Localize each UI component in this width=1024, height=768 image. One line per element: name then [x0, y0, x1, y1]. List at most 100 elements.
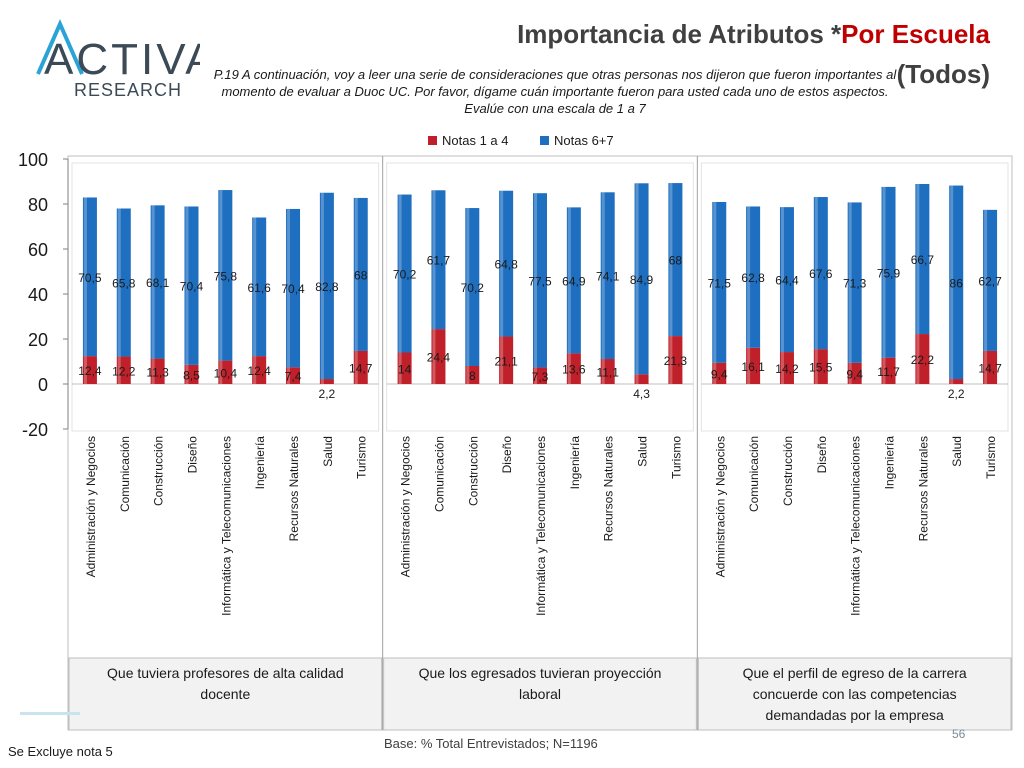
bar-highlight: [567, 207, 571, 354]
data-label: 65,8: [112, 277, 136, 291]
data-label: 7,3: [532, 370, 549, 384]
data-label: 77,5: [528, 274, 552, 288]
bar-highlight: [747, 206, 751, 348]
bar-highlight: [635, 183, 639, 375]
category-label: Turismo: [355, 436, 369, 479]
data-label: 70,2: [461, 281, 485, 295]
category-label: Construcción: [466, 436, 480, 506]
bar-highlight: [882, 186, 886, 358]
bar-highlight: [916, 334, 920, 384]
data-label: 2,2: [948, 387, 965, 401]
data-label: 74,1: [596, 270, 620, 284]
bar-highlight: [601, 359, 605, 384]
data-label: 10,4: [214, 366, 238, 380]
bar-segment: [252, 356, 267, 384]
y-tick-label: 100: [18, 150, 48, 170]
data-label: 82,8: [315, 280, 339, 294]
bar-segment: [915, 334, 930, 384]
decorative-line: [20, 712, 80, 715]
bar-highlight: [354, 197, 358, 351]
category-label: Comunicación: [118, 436, 132, 512]
group-panel: [71, 162, 380, 432]
bar-segment: [813, 197, 828, 350]
bar-segment: [218, 190, 233, 361]
bar-segment: [881, 186, 896, 358]
category-label: Turismo: [669, 436, 683, 479]
bar-highlight: [848, 202, 852, 363]
data-label: 11,3: [146, 365, 169, 379]
group-label: Que tuviera profesores de alta calidad: [107, 665, 344, 681]
page-subtitle: (Todos): [896, 59, 990, 89]
data-label: 70,2: [393, 268, 417, 282]
data-label: 21,1: [494, 354, 518, 368]
footnote: Se Excluye nota 5: [8, 744, 113, 759]
data-label: 84,9: [630, 273, 654, 287]
bar-segment: [319, 192, 334, 380]
bar-segment: [949, 185, 964, 380]
bar-highlight: [117, 356, 121, 384]
data-label: 11,7: [877, 365, 900, 379]
bar-segment: [712, 201, 727, 363]
y-tick-label: 80: [28, 195, 48, 215]
bar-segment: [779, 207, 794, 353]
bar-highlight: [117, 208, 121, 357]
data-label: 67,6: [809, 267, 833, 281]
category-label: Informática y Telecomunicaciones: [534, 436, 548, 616]
bar-highlight: [253, 217, 257, 357]
data-label: 12,4: [248, 364, 272, 378]
data-label: 68: [354, 268, 368, 282]
bar-highlight: [185, 206, 189, 365]
bar-segment: [353, 350, 368, 384]
bar-highlight: [882, 357, 886, 384]
bar-segment: [746, 206, 761, 348]
bar-highlight: [601, 192, 605, 360]
bar-segment: [668, 183, 683, 337]
bar-segment: [397, 352, 412, 384]
y-tick-label: 20: [28, 330, 48, 350]
bar-segment: [915, 183, 930, 335]
category-label: Recursos Naturales: [602, 436, 616, 541]
data-label: 86: [950, 276, 964, 290]
group-label-box: [383, 657, 697, 731]
bar-segment: [319, 379, 334, 384]
category-label: Administración y Negocios: [399, 436, 413, 577]
category-label: Administración y Negocios: [713, 436, 727, 577]
data-label: 4,3: [633, 387, 650, 401]
bar-segment: [779, 352, 794, 384]
bar-segment: [116, 208, 131, 357]
bar-highlight: [713, 201, 717, 363]
bar-highlight: [253, 356, 257, 384]
bar-highlight: [185, 364, 189, 384]
data-label: 64,8: [494, 258, 518, 272]
base-note: Base: % Total Entrevistados; N=1196: [384, 736, 598, 751]
activa-research-logo: ACTIVA RESEARCH: [36, 19, 200, 100]
data-label: 14,2: [775, 362, 799, 376]
bar-highlight: [500, 336, 504, 384]
data-label: 9,4: [711, 367, 728, 381]
bar-segment: [983, 209, 998, 351]
bar-segment: [150, 358, 165, 384]
data-label: 70,4: [180, 280, 204, 294]
category-label: Diseño: [500, 436, 514, 474]
bar-segment: [431, 329, 446, 384]
bar-highlight: [83, 356, 87, 384]
bar-segment: [881, 357, 896, 384]
data-label: 68: [669, 254, 683, 268]
data-label: 7,4: [285, 370, 302, 384]
logo-sub: RESEARCH: [74, 80, 182, 100]
category-label: Administración y Negocios: [84, 436, 98, 577]
bar-highlight: [320, 192, 324, 380]
data-label: 64,9: [562, 274, 586, 288]
y-tick-label: 40: [28, 285, 48, 305]
bar-segment: [746, 347, 761, 384]
data-label: 71,3: [843, 277, 867, 291]
data-label: 12,4: [78, 364, 102, 378]
data-label: 70,4: [281, 282, 305, 296]
bar-highlight: [814, 197, 818, 350]
data-label: 68,1: [146, 276, 170, 290]
bar-highlight: [950, 185, 954, 380]
bar-segment: [353, 197, 368, 351]
group-panel: [700, 162, 1009, 432]
group-panel: [386, 162, 694, 432]
legend-swatch: [540, 136, 549, 145]
